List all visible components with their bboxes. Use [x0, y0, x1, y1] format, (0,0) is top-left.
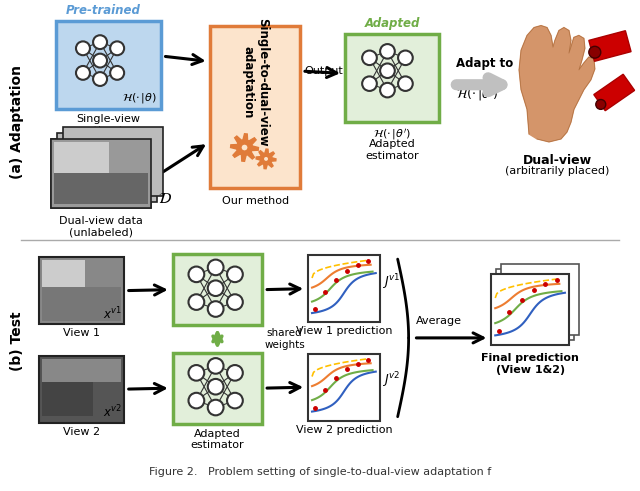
Circle shape	[208, 379, 223, 395]
Text: (unlabeled): (unlabeled)	[69, 227, 133, 238]
Bar	[589, 31, 631, 61]
Circle shape	[76, 41, 90, 55]
Text: estimator: estimator	[82, 126, 135, 136]
Bar	[42, 287, 121, 321]
Circle shape	[380, 83, 395, 97]
Text: View 2 prediction: View 2 prediction	[296, 425, 392, 435]
Text: estimator: estimator	[365, 151, 419, 161]
Circle shape	[398, 77, 413, 91]
Bar	[39, 355, 124, 423]
Text: Adapted: Adapted	[369, 139, 415, 149]
Polygon shape	[230, 134, 259, 162]
Text: $x^{v1}$: $x^{v1}$	[102, 305, 122, 322]
Text: Average: Average	[415, 316, 461, 326]
Bar	[345, 33, 440, 122]
Bar	[51, 139, 151, 208]
Circle shape	[189, 267, 204, 282]
Circle shape	[227, 365, 243, 381]
Bar	[54, 173, 148, 204]
Bar	[308, 354, 380, 421]
Circle shape	[241, 144, 248, 151]
Bar	[173, 353, 262, 424]
Bar	[56, 21, 161, 109]
Text: Figure 2.   Problem setting of single-to-dual-view adaptation f: Figure 2. Problem setting of single-to-d…	[149, 467, 491, 477]
Bar	[173, 254, 262, 325]
Text: Pre-trained: Pre-trained	[66, 4, 141, 17]
Circle shape	[208, 260, 223, 275]
Circle shape	[208, 358, 223, 374]
Bar	[496, 269, 574, 340]
Circle shape	[589, 46, 601, 58]
Bar	[57, 133, 157, 202]
Circle shape	[189, 294, 204, 310]
Circle shape	[362, 51, 377, 65]
Circle shape	[208, 400, 223, 415]
Text: $x^{v2}$: $x^{v2}$	[103, 404, 122, 421]
Circle shape	[93, 72, 107, 86]
Text: $J^{v1}$: $J^{v1}$	[381, 272, 400, 292]
Circle shape	[362, 77, 377, 91]
Text: shared
weights: shared weights	[264, 328, 305, 350]
Bar	[54, 142, 109, 173]
Text: $\mathcal{H}(\cdot\,|\theta)$: $\mathcal{H}(\cdot\,|\theta)$	[122, 91, 157, 106]
Text: Single-view: Single-view	[76, 114, 140, 124]
Bar	[501, 264, 579, 335]
Circle shape	[263, 156, 269, 162]
Text: $\mathcal{D}$: $\mathcal{D}$	[157, 191, 172, 206]
Text: (View 1&2): (View 1&2)	[495, 364, 564, 375]
Polygon shape	[256, 149, 276, 169]
Circle shape	[110, 66, 124, 80]
Text: $J^{v2}$: $J^{v2}$	[381, 371, 400, 390]
Circle shape	[110, 41, 124, 55]
Circle shape	[227, 267, 243, 282]
Bar	[594, 74, 635, 110]
Text: $\mathcal{H}(\cdot\,|\theta')$: $\mathcal{H}(\cdot\,|\theta')$	[456, 87, 499, 103]
Text: Single-to-dual-view
adaptation: Single-to-dual-view adaptation	[241, 18, 269, 147]
Bar	[63, 127, 163, 196]
Circle shape	[208, 280, 223, 296]
Circle shape	[227, 294, 243, 310]
Circle shape	[189, 365, 204, 381]
Text: Dual-view: Dual-view	[522, 154, 591, 166]
Text: View 1: View 1	[63, 328, 100, 338]
Bar	[308, 255, 380, 322]
Text: View 2: View 2	[63, 427, 100, 436]
Circle shape	[227, 393, 243, 409]
Circle shape	[208, 301, 223, 317]
Text: estimator: estimator	[191, 440, 244, 450]
Bar	[42, 260, 84, 287]
Bar	[42, 358, 121, 382]
Text: Final prediction: Final prediction	[481, 353, 579, 363]
Bar	[39, 257, 124, 324]
Text: (a) Adaptation: (a) Adaptation	[10, 65, 24, 179]
Circle shape	[398, 51, 413, 65]
Text: (b) Test: (b) Test	[10, 311, 24, 371]
Polygon shape	[519, 26, 595, 142]
Text: $\mathcal{H}(\cdot\,|\theta')$: $\mathcal{H}(\cdot\,|\theta')$	[373, 127, 412, 142]
Bar	[211, 26, 300, 188]
Circle shape	[380, 63, 395, 78]
Bar	[42, 382, 93, 416]
Circle shape	[380, 44, 395, 58]
Circle shape	[76, 66, 90, 80]
Circle shape	[189, 393, 204, 409]
Bar	[492, 274, 569, 345]
Text: (arbitrarily placed): (arbitrarily placed)	[505, 166, 609, 176]
Text: Our method: Our method	[221, 196, 289, 206]
Text: Dual-view data: Dual-view data	[59, 216, 143, 226]
Circle shape	[93, 35, 107, 49]
Text: View 1 prediction: View 1 prediction	[296, 326, 392, 336]
Circle shape	[93, 54, 107, 67]
Circle shape	[596, 100, 605, 109]
Text: Adapted: Adapted	[365, 17, 420, 29]
Text: Adapt to: Adapt to	[456, 57, 514, 70]
Text: Adapted: Adapted	[194, 429, 241, 438]
Text: Output: Output	[304, 66, 343, 76]
Bar	[51, 139, 151, 208]
